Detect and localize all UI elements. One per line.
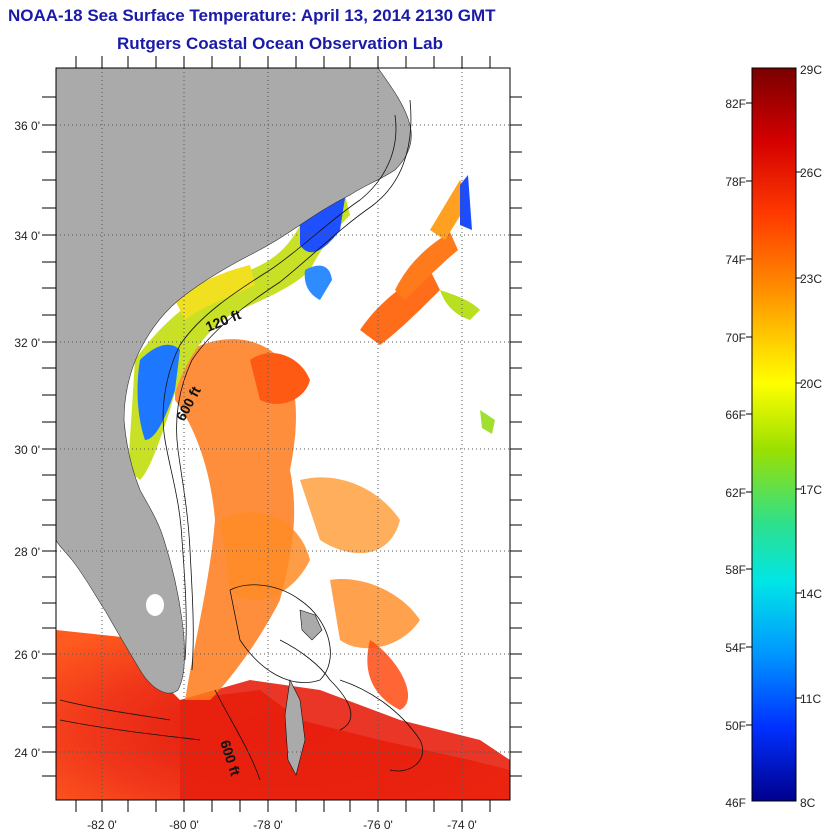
lon-label: -80 0' <box>169 818 199 832</box>
colorbar-ticks <box>746 102 802 726</box>
offshore-sst-patch <box>480 410 495 434</box>
offshore-sst-patch <box>460 175 472 230</box>
colorbar-f-label: 62F <box>725 486 746 500</box>
colorbar-c-label: 8C <box>800 796 816 810</box>
coastal-sst-band <box>304 265 332 300</box>
lake-okeechobee <box>146 594 164 616</box>
colorbar-f-label: 82F <box>725 97 746 111</box>
colorbar-c-label: 14C <box>800 587 822 601</box>
straits-sst-field <box>180 680 510 800</box>
bahamas-island <box>284 679 306 776</box>
colorbar-c-label: 23C <box>800 272 822 286</box>
lat-label: 24 0' <box>14 746 40 760</box>
land-mass <box>56 68 412 694</box>
lon-label: -74 0' <box>447 818 477 832</box>
lon-label: -82 0' <box>87 818 117 832</box>
offshore-sst-patch <box>440 290 480 320</box>
colorbar-f-label: 66F <box>725 408 746 422</box>
offshore-sst-patch <box>250 352 310 404</box>
colorbar <box>751 67 797 802</box>
lat-label: 28 0' <box>14 545 40 559</box>
colorbar-f-label: 74F <box>725 253 746 267</box>
colorbar-f-label: 58F <box>725 563 746 577</box>
colorbar-f-label: 50F <box>725 719 746 733</box>
colorbar-f-label: 46F <box>725 796 746 810</box>
colorbar-c-label: 11C <box>800 692 821 706</box>
colorbar-f-label: 78F <box>725 175 746 189</box>
lat-label: 26 0' <box>14 648 40 662</box>
colorbar-c-label: 20C <box>800 377 822 391</box>
lat-label: 30 0' <box>14 443 40 457</box>
map-title: NOAA-18 Sea Surface Temperature: April 1… <box>8 6 496 25</box>
lat-label: 34 0' <box>14 229 40 243</box>
colorbar-c-label: 17C <box>800 483 822 497</box>
lat-label: 32 0' <box>14 336 40 350</box>
lat-label: 36 0' <box>14 119 40 133</box>
colorbar-f-label: 70F <box>725 331 746 345</box>
coastal-sst-band <box>175 265 255 320</box>
colorbar-f-label: 54F <box>725 641 746 655</box>
offshore-sst-patch <box>330 579 420 649</box>
coastal-sst-band <box>137 344 180 440</box>
offshore-sst-patch <box>360 270 440 345</box>
bathymetry-contours <box>59 99 423 781</box>
offshore-sst-patch <box>220 512 310 600</box>
colorbar-c-label: 26C <box>800 166 822 180</box>
offshore-sst-patch <box>300 477 400 554</box>
bahamas-island <box>299 609 323 641</box>
offshore-sst-patch <box>395 232 458 300</box>
coastal-sst-band <box>128 195 350 480</box>
lon-label: -78 0' <box>253 818 283 832</box>
lon-label: -76 0' <box>363 818 393 832</box>
frame-ticks <box>42 56 522 812</box>
colorbar-c-label: 29C <box>800 63 822 77</box>
offshore-sst-patch <box>367 640 409 710</box>
map-subtitle: Rutgers Coastal Ocean Observation Lab <box>117 34 443 53</box>
